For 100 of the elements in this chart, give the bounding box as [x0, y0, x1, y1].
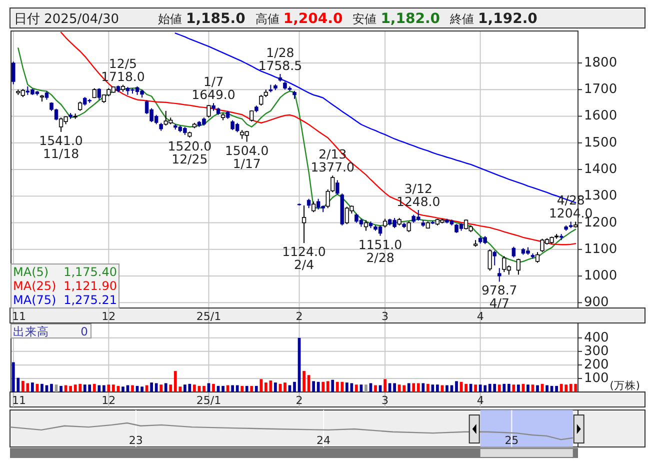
bar: [50, 384, 53, 392]
text: 始値: [158, 12, 182, 26]
candlestick: [311, 200, 316, 213]
text: 高値: [255, 12, 280, 26]
bar: [222, 386, 224, 392]
bar: [374, 385, 377, 392]
candlestick: [492, 250, 496, 266]
bar: [436, 384, 439, 392]
bar: [102, 385, 106, 392]
bar: [555, 386, 558, 392]
bar: [455, 381, 458, 392]
annotation: 1124.0 2/4: [282, 244, 326, 272]
annotation: 0: [80, 324, 88, 338]
bar: [160, 384, 163, 392]
text: MA(75): [13, 293, 56, 307]
x-tick-label: 11: [12, 310, 26, 323]
candlestick: [306, 198, 311, 209]
bar: [154, 383, 158, 392]
text: 日付 2025/04/30: [14, 12, 120, 27]
x-tick-label: 4: [476, 310, 484, 323]
bar: [140, 386, 144, 392]
candlestick: [12, 61, 16, 85]
annotation: 1,175.40: [64, 265, 117, 279]
annotation: 1151.0 2/28: [358, 236, 402, 265]
bar: [474, 384, 477, 392]
y-tick-label: 1100: [584, 242, 618, 257]
bar: [536, 385, 539, 392]
text: 安値: [352, 12, 377, 26]
text: MA(5): [13, 265, 49, 279]
annotation: 3/12 1248.0: [396, 180, 440, 209]
bar: [384, 379, 386, 392]
bar: [60, 386, 62, 392]
bar: [164, 383, 168, 392]
text: MA(25): [13, 279, 56, 293]
bar: [98, 385, 101, 392]
bar: [288, 385, 292, 392]
bar: [145, 385, 148, 392]
bar: [412, 383, 416, 392]
chart-title: 出来高: [13, 324, 49, 338]
bar: [316, 382, 320, 392]
bar: [169, 384, 172, 392]
candlestick: [535, 252, 540, 264]
bar: [274, 382, 277, 392]
bar: [431, 384, 434, 392]
text: 終値: [449, 12, 474, 26]
annotation: 1,121.90: [64, 279, 117, 293]
x-tick-label: 2: [296, 310, 303, 323]
bar: [122, 386, 124, 392]
candlestick: [206, 104, 211, 118]
y-tick-label: 200: [584, 357, 609, 372]
candlestick: [336, 180, 340, 196]
bar: [450, 385, 454, 392]
bar: [150, 382, 153, 392]
bar: [245, 386, 248, 392]
bar: [236, 385, 239, 392]
bar: [546, 385, 548, 392]
annotation: 12/5 1718.0: [101, 56, 145, 84]
bar: [231, 385, 234, 392]
x-tick-label: 2: [296, 394, 303, 407]
y-tick-label: 1400: [584, 162, 618, 177]
annotation: 978.7 4/7: [481, 282, 518, 311]
y-tick-label: 100: [584, 370, 609, 386]
annotation: 1520.0 12/25: [168, 138, 212, 167]
candlestick: [330, 175, 335, 193]
annotation: 1541.0 11/18: [39, 132, 83, 161]
bar: [416, 383, 420, 392]
bar: [92, 384, 96, 392]
bar: [464, 384, 468, 392]
bar: [226, 385, 230, 392]
y-tick-label: 1800: [584, 55, 618, 70]
y-axis-title: (万株): [610, 379, 640, 392]
x-tick-label: 12: [102, 394, 116, 407]
bar: [250, 386, 254, 392]
x-tick-label: 11: [12, 394, 26, 407]
y-tick-label: 1200: [584, 215, 618, 230]
bar: [284, 382, 286, 392]
bar: [498, 384, 501, 392]
candlestick: [512, 246, 516, 258]
x-tick-label: 25: [504, 434, 519, 447]
y-tick-label: 1700: [584, 82, 618, 98]
annotation: 1,275.21: [64, 293, 117, 307]
bar: [240, 386, 244, 392]
candlestick: [364, 220, 368, 232]
bar: [446, 385, 448, 392]
y-tick-label: 1000: [584, 268, 618, 284]
text: 1,192.0: [478, 11, 538, 27]
bar: [254, 386, 258, 392]
bar: [507, 384, 510, 392]
bar: [426, 384, 430, 392]
bar: [126, 385, 130, 392]
bar: [112, 384, 115, 392]
bar: [331, 380, 334, 392]
x-tick-label: 25/1: [196, 394, 222, 407]
bar: [422, 383, 425, 392]
bar: [64, 385, 68, 392]
bar: [364, 384, 368, 392]
x-tick-label: 24: [316, 434, 331, 447]
bar: [31, 382, 34, 392]
bar: [45, 385, 48, 392]
candlestick: [326, 188, 330, 209]
